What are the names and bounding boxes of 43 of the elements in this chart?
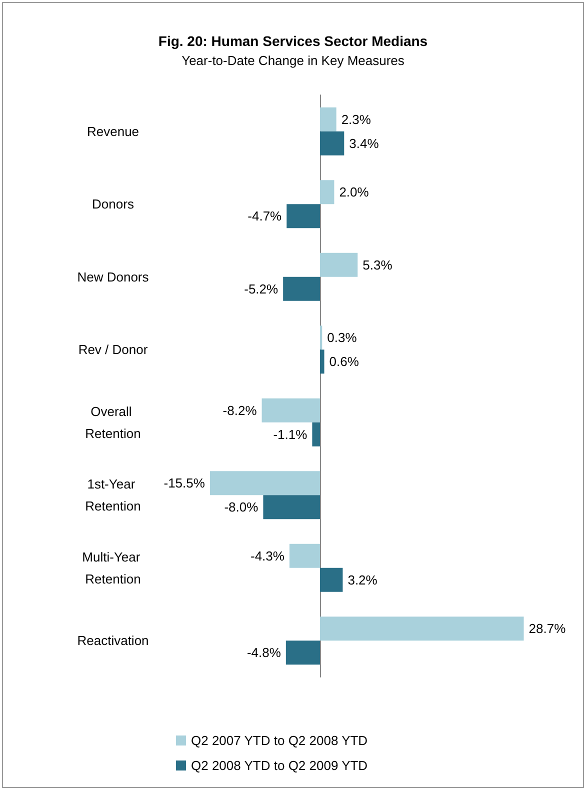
y-tick-label: Reactivation: [77, 633, 149, 648]
data-label: 2.0%: [339, 184, 370, 200]
y-tick-label: New Donors: [77, 269, 150, 284]
data-label: 5.3%: [362, 257, 393, 272]
bar: [320, 350, 324, 374]
bar: [320, 616, 524, 641]
data-label: 3.4%: [349, 136, 380, 151]
data-label: 0.3%: [327, 330, 358, 346]
bar: [286, 640, 320, 665]
bar: [263, 495, 320, 520]
bar: [320, 252, 358, 277]
data-label: -15.5%: [164, 476, 206, 491]
bar: [320, 568, 343, 592]
y-tick-label: Overall Retention: [85, 404, 141, 441]
data-label: -4.7%: [248, 208, 282, 224]
chart-title: Fig. 20: Human Services Sector Medians: [158, 33, 428, 49]
data-label: -1.1%: [273, 426, 308, 442]
data-label: -8.0%: [224, 500, 259, 515]
data-label: -5.2%: [244, 281, 279, 296]
y-tick-label: Multi-Year Retention: [82, 549, 144, 586]
bar: [286, 204, 320, 228]
data-label: -4.8%: [246, 645, 282, 660]
bar: [320, 180, 334, 204]
bar: [283, 276, 320, 301]
legend-label: Q2 2008 YTD to Q2 2009 YTD: [191, 758, 368, 773]
y-tick-label: 1st-Year Retention: [85, 476, 141, 514]
data-label: 2.3%: [341, 112, 372, 127]
y-tick-label: Donors: [92, 196, 134, 212]
data-label: -8.2%: [222, 402, 258, 418]
data-label: 0.6%: [329, 354, 360, 370]
bar: [320, 107, 336, 132]
data-label: 3.2%: [348, 572, 378, 588]
data-label: 28.7%: [528, 621, 566, 636]
bar: [320, 131, 344, 156]
data-label: -4.3%: [250, 548, 285, 564]
chart-subtitle: Year-to-Date Change in Key Measures: [182, 53, 405, 68]
bar: [262, 398, 320, 422]
legend-label: Q2 2007 YTD to Q2 2008 YTD: [191, 733, 368, 748]
bar: [312, 422, 320, 446]
bar: [289, 544, 320, 568]
bar: [210, 471, 320, 496]
y-tick-label: Revenue: [86, 124, 140, 139]
y-tick-label: Rev / Donor: [78, 342, 148, 358]
